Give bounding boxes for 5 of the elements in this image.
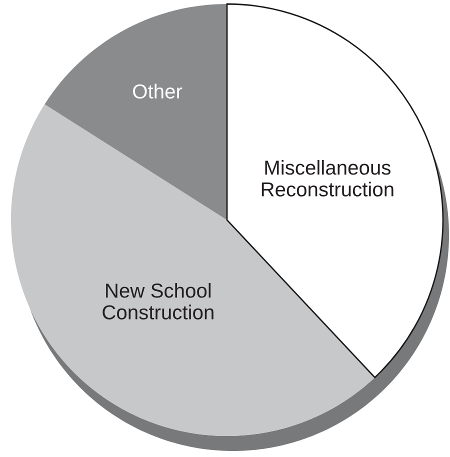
- pie-slice: [226, 3, 444, 378]
- slice-label: New School Construction: [102, 282, 214, 320]
- slice-label: Miscellaneous Reconstruction: [262, 160, 394, 196]
- slice-label: Other: [133, 84, 182, 99]
- pie-slice: [44, 4, 227, 220]
